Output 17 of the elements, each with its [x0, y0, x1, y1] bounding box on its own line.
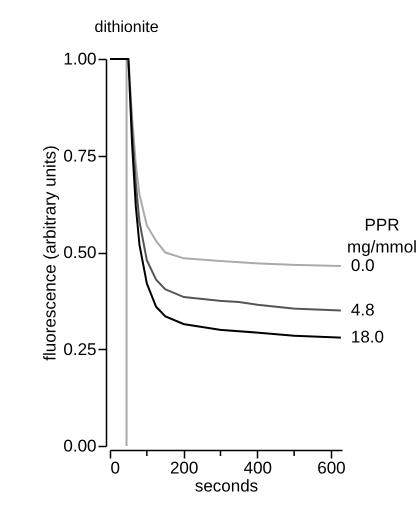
x-tick-label: 200 — [170, 458, 198, 478]
y-tick-label: 1.00 — [63, 50, 96, 68]
y-tick-label: 0.75 — [63, 146, 96, 166]
series-label: 18.0 — [350, 328, 384, 347]
x-tick-label: 400 — [244, 458, 272, 478]
line-series — [126, 58, 342, 447]
x-tick-label: 0 — [110, 458, 120, 478]
x-axis-title: seconds — [194, 476, 258, 496]
x-tick-label: 600 — [317, 458, 346, 478]
y-axis-title: fluorescence (arbitrary units) — [40, 145, 60, 361]
series-label: 4.8 — [350, 300, 375, 320]
legend-title: PPR mg/mmol — [347, 216, 417, 257]
y-tick-label: 0.00 — [63, 436, 96, 456]
annotation: dithionite — [94, 19, 159, 36]
y-tick-label: 0.50 — [63, 243, 96, 262]
series-label: 0.0 — [350, 256, 375, 276]
y-tick-label: 0.25 — [63, 340, 96, 359]
